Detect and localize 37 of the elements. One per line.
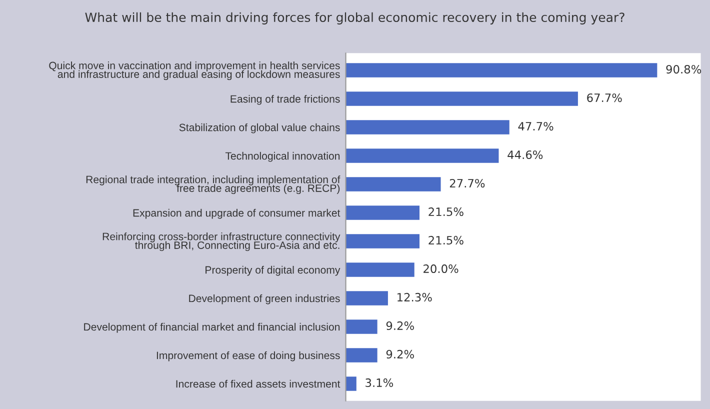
bar xyxy=(346,92,578,106)
bar xyxy=(346,291,388,306)
data-label: 44.6% xyxy=(508,150,543,160)
y-tick-label: Increase of fixed assets investment xyxy=(176,380,340,388)
bar xyxy=(346,120,510,134)
data-label: 20.0% xyxy=(424,264,458,274)
y-tick-label: Prosperity of digital economy xyxy=(206,266,340,276)
bar xyxy=(346,262,414,277)
y-tick-label: Stabilization of global value chains xyxy=(179,123,340,134)
bar xyxy=(346,148,499,163)
y-tick-label: Quick move in vaccination and improvement in health services and infrastructure and gradual easing of lockdown measures xyxy=(49,62,340,80)
data-label: 9.2% xyxy=(386,321,414,330)
data-label: 67.7% xyxy=(587,93,622,102)
y-tick-label: Technological innovation xyxy=(225,152,340,162)
data-label: 27.7% xyxy=(450,178,485,188)
y-tick-label: Reinforcing cross-border infrastructure connectivity through BRI, Connecting Euro-Asia and etc. xyxy=(102,232,340,252)
bar xyxy=(346,177,441,192)
bar xyxy=(346,234,420,248)
y-tick-label: Development of green industries xyxy=(189,294,340,304)
y-tick-label: Improvement of ease of doing business xyxy=(156,351,340,362)
data-label: 47.7% xyxy=(518,122,554,131)
bar xyxy=(346,63,658,78)
chart-title: What will be the main driving forces for global economic recovery in the coming year? xyxy=(85,12,624,24)
data-label: 90.8% xyxy=(666,64,702,74)
data-label: 3.1% xyxy=(366,378,394,388)
data-label: 21.5% xyxy=(428,207,464,216)
data-label: 21.5% xyxy=(428,236,464,245)
bar xyxy=(346,376,356,391)
data-label: 12.3% xyxy=(398,292,432,302)
y-tick-label: Expansion and upgrade of consumer market xyxy=(133,208,340,219)
y-tick-label: Easing of trade frictions xyxy=(230,94,340,105)
y-tick-label: Development of financial market and financial inclusion xyxy=(84,322,340,333)
bar xyxy=(346,348,378,362)
data-label: 9.2% xyxy=(386,350,414,359)
bar xyxy=(346,206,420,220)
bar xyxy=(346,320,378,334)
y-tick-label: Regional trade integration, including implementation of free trade agreements (e.g. RECP) xyxy=(86,176,340,194)
